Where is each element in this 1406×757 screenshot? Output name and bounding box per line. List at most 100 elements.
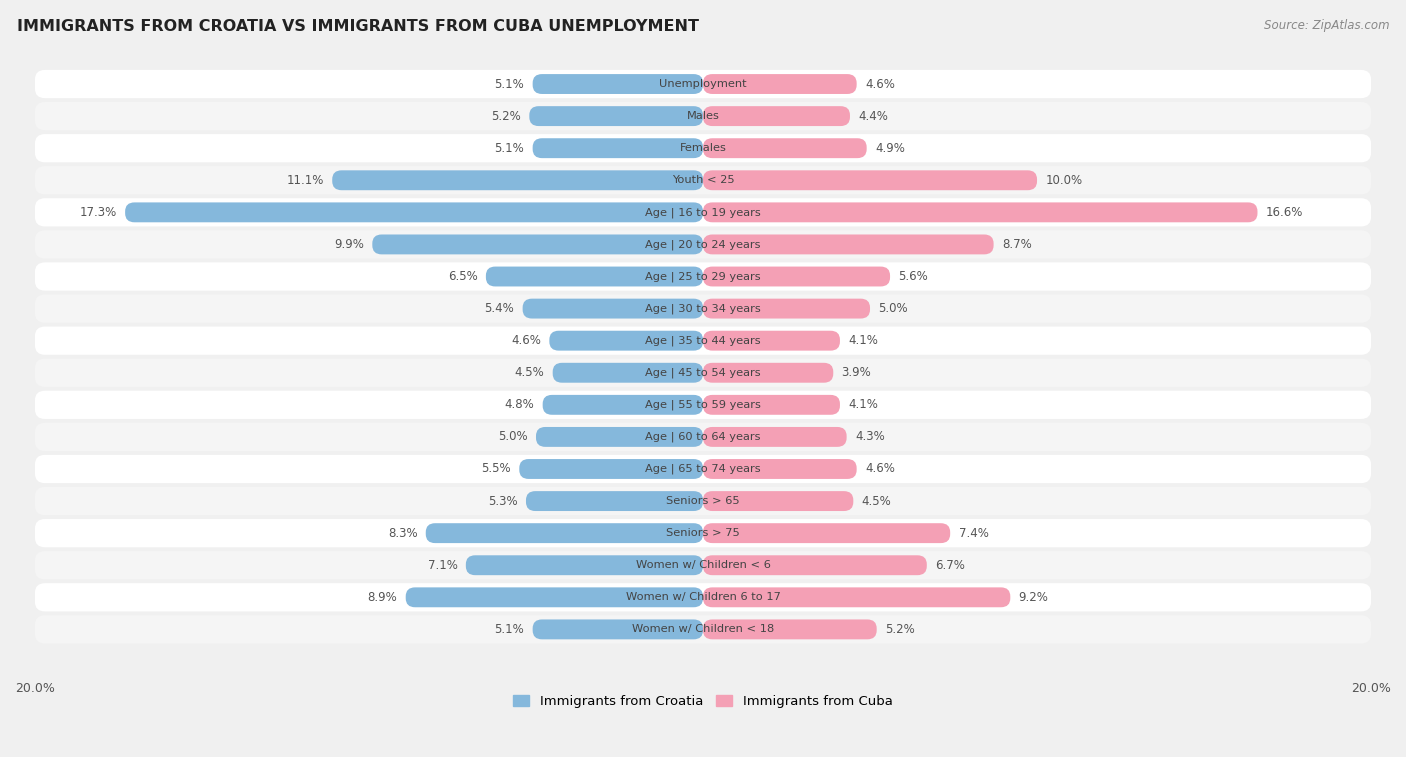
FancyBboxPatch shape — [35, 487, 1371, 516]
FancyBboxPatch shape — [703, 170, 1038, 190]
Text: 3.9%: 3.9% — [842, 366, 872, 379]
FancyBboxPatch shape — [35, 455, 1371, 483]
Text: Women w/ Children < 18: Women w/ Children < 18 — [631, 625, 775, 634]
FancyBboxPatch shape — [35, 102, 1371, 130]
Text: 11.1%: 11.1% — [287, 174, 323, 187]
Text: 5.6%: 5.6% — [898, 270, 928, 283]
FancyBboxPatch shape — [703, 74, 856, 94]
Text: Age | 35 to 44 years: Age | 35 to 44 years — [645, 335, 761, 346]
FancyBboxPatch shape — [35, 230, 1371, 259]
FancyBboxPatch shape — [406, 587, 703, 607]
FancyBboxPatch shape — [703, 139, 866, 158]
Text: 6.7%: 6.7% — [935, 559, 965, 572]
FancyBboxPatch shape — [35, 391, 1371, 419]
Text: 9.9%: 9.9% — [335, 238, 364, 251]
FancyBboxPatch shape — [35, 615, 1371, 643]
Text: 6.5%: 6.5% — [447, 270, 478, 283]
FancyBboxPatch shape — [465, 556, 703, 575]
Text: Age | 60 to 64 years: Age | 60 to 64 years — [645, 431, 761, 442]
FancyBboxPatch shape — [703, 106, 851, 126]
FancyBboxPatch shape — [526, 491, 703, 511]
FancyBboxPatch shape — [533, 74, 703, 94]
Text: 16.6%: 16.6% — [1265, 206, 1303, 219]
Text: Age | 65 to 74 years: Age | 65 to 74 years — [645, 464, 761, 474]
FancyBboxPatch shape — [533, 139, 703, 158]
Text: Women w/ Children < 6: Women w/ Children < 6 — [636, 560, 770, 570]
FancyBboxPatch shape — [35, 359, 1371, 387]
Text: Age | 55 to 59 years: Age | 55 to 59 years — [645, 400, 761, 410]
FancyBboxPatch shape — [35, 583, 1371, 612]
Text: Age | 20 to 24 years: Age | 20 to 24 years — [645, 239, 761, 250]
Text: 4.5%: 4.5% — [862, 494, 891, 508]
FancyBboxPatch shape — [703, 587, 1011, 607]
FancyBboxPatch shape — [703, 523, 950, 543]
FancyBboxPatch shape — [703, 427, 846, 447]
Text: 5.5%: 5.5% — [481, 463, 510, 475]
FancyBboxPatch shape — [703, 395, 839, 415]
Text: 5.1%: 5.1% — [495, 623, 524, 636]
Text: Unemployment: Unemployment — [659, 79, 747, 89]
FancyBboxPatch shape — [703, 235, 994, 254]
Text: Youth < 25: Youth < 25 — [672, 176, 734, 185]
FancyBboxPatch shape — [35, 134, 1371, 162]
Text: 9.2%: 9.2% — [1019, 590, 1049, 604]
Text: 4.4%: 4.4% — [858, 110, 889, 123]
Text: Seniors > 65: Seniors > 65 — [666, 496, 740, 506]
FancyBboxPatch shape — [35, 326, 1371, 355]
FancyBboxPatch shape — [703, 619, 877, 640]
Text: 8.3%: 8.3% — [388, 527, 418, 540]
Text: 5.2%: 5.2% — [884, 623, 915, 636]
FancyBboxPatch shape — [550, 331, 703, 350]
FancyBboxPatch shape — [35, 423, 1371, 451]
Text: 7.4%: 7.4% — [959, 527, 988, 540]
FancyBboxPatch shape — [125, 202, 703, 223]
FancyBboxPatch shape — [533, 619, 703, 640]
FancyBboxPatch shape — [35, 294, 1371, 322]
Text: Age | 45 to 54 years: Age | 45 to 54 years — [645, 367, 761, 378]
FancyBboxPatch shape — [35, 70, 1371, 98]
FancyBboxPatch shape — [703, 459, 856, 479]
Text: Females: Females — [679, 143, 727, 153]
FancyBboxPatch shape — [543, 395, 703, 415]
Text: 7.1%: 7.1% — [427, 559, 457, 572]
FancyBboxPatch shape — [703, 491, 853, 511]
Text: 4.6%: 4.6% — [512, 334, 541, 347]
Text: 10.0%: 10.0% — [1046, 174, 1083, 187]
Text: 4.3%: 4.3% — [855, 431, 884, 444]
Text: Seniors > 75: Seniors > 75 — [666, 528, 740, 538]
Text: 4.5%: 4.5% — [515, 366, 544, 379]
FancyBboxPatch shape — [35, 263, 1371, 291]
FancyBboxPatch shape — [553, 363, 703, 383]
Text: 4.6%: 4.6% — [865, 463, 894, 475]
FancyBboxPatch shape — [373, 235, 703, 254]
FancyBboxPatch shape — [35, 519, 1371, 547]
FancyBboxPatch shape — [35, 198, 1371, 226]
Text: 5.2%: 5.2% — [491, 110, 522, 123]
FancyBboxPatch shape — [703, 266, 890, 286]
Text: 5.4%: 5.4% — [485, 302, 515, 315]
FancyBboxPatch shape — [703, 331, 839, 350]
FancyBboxPatch shape — [486, 266, 703, 286]
Text: 8.7%: 8.7% — [1002, 238, 1032, 251]
FancyBboxPatch shape — [536, 427, 703, 447]
Text: 5.3%: 5.3% — [488, 494, 517, 508]
Text: 5.0%: 5.0% — [498, 431, 527, 444]
FancyBboxPatch shape — [426, 523, 703, 543]
Text: 4.1%: 4.1% — [848, 334, 879, 347]
Text: 5.0%: 5.0% — [879, 302, 908, 315]
Text: 8.9%: 8.9% — [367, 590, 398, 604]
FancyBboxPatch shape — [519, 459, 703, 479]
Text: 4.1%: 4.1% — [848, 398, 879, 411]
Text: Source: ZipAtlas.com: Source: ZipAtlas.com — [1264, 19, 1389, 32]
Text: 5.1%: 5.1% — [495, 77, 524, 91]
FancyBboxPatch shape — [703, 363, 834, 383]
Text: 4.8%: 4.8% — [505, 398, 534, 411]
FancyBboxPatch shape — [703, 556, 927, 575]
Text: 4.9%: 4.9% — [875, 142, 905, 154]
Text: Age | 25 to 29 years: Age | 25 to 29 years — [645, 271, 761, 282]
FancyBboxPatch shape — [529, 106, 703, 126]
Text: 17.3%: 17.3% — [80, 206, 117, 219]
Text: IMMIGRANTS FROM CROATIA VS IMMIGRANTS FROM CUBA UNEMPLOYMENT: IMMIGRANTS FROM CROATIA VS IMMIGRANTS FR… — [17, 19, 699, 34]
FancyBboxPatch shape — [35, 166, 1371, 195]
FancyBboxPatch shape — [523, 299, 703, 319]
